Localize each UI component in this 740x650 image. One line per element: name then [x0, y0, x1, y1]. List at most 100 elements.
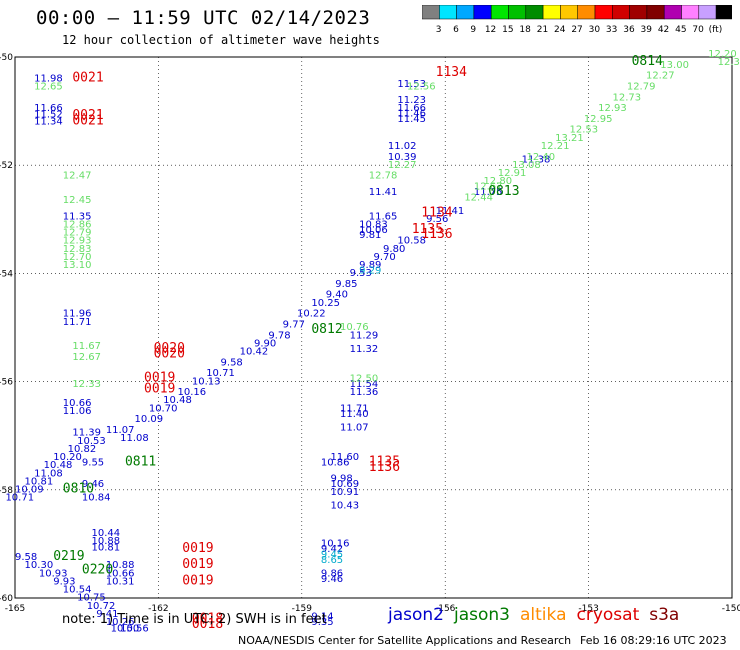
- wave-height-label: 12.50: [350, 374, 379, 385]
- wave-height-label: 10.72: [87, 601, 116, 612]
- wave-height-label: 11.39: [72, 428, 101, 439]
- colorbar-label: 15: [502, 25, 513, 35]
- wave-height-label: 12.83: [63, 244, 92, 255]
- wave-height-label: 10.70: [149, 403, 178, 414]
- wave-height-label: 12.70: [63, 252, 92, 263]
- colorbar-label: 18: [519, 25, 531, 35]
- colorbar-label: 6: [453, 25, 459, 35]
- colorbar-label: 27: [571, 25, 582, 35]
- wave-height-label: 10.76: [340, 322, 369, 333]
- wave-height-label: 9.70: [374, 252, 396, 263]
- wave-height-label: 10.82: [68, 444, 97, 455]
- time-label: 0021: [72, 70, 103, 85]
- wave-height-label: 9.45: [321, 549, 343, 560]
- wave-height-label: 9.89: [359, 260, 381, 271]
- time-label: 0019: [144, 371, 175, 386]
- wave-height-label: 12.27: [646, 71, 675, 82]
- x-tick-label: -156: [435, 604, 456, 614]
- wave-height-label: 9.35: [311, 617, 333, 628]
- wave-height-label: 9.85: [335, 279, 357, 290]
- colorbar-label: 36: [623, 25, 635, 35]
- colorbar-label: 24: [554, 25, 566, 35]
- time-label: 1134: [421, 206, 452, 221]
- credit-line: NOAA/NESDIS Center for Satellite Applica…: [238, 634, 572, 647]
- wave-height-label: 10.69: [330, 479, 359, 490]
- wave-height-label: 10.31: [106, 576, 135, 587]
- wave-height-label: 11.98: [34, 73, 63, 84]
- wave-height-label: 10.26: [106, 617, 135, 628]
- wave-height-label: 12.67: [474, 182, 503, 193]
- time-label: 0814: [632, 54, 663, 69]
- wave-height-label: 11.52: [34, 110, 63, 121]
- wave-height-label: 11.71: [63, 317, 92, 328]
- colorbar-label: 33: [606, 25, 617, 35]
- wave-height-label: 10.43: [330, 501, 359, 512]
- wave-height-label: 10.58: [397, 236, 426, 247]
- wave-height-label: 10.25: [311, 298, 340, 309]
- plot-frame: [14, 56, 733, 599]
- time-label: 0811: [125, 454, 156, 469]
- time-label: 0020: [154, 341, 185, 356]
- legend-item-jason2: jason2: [388, 605, 444, 625]
- wave-height-label: 10.06: [359, 225, 388, 236]
- wave-height-label: 11.06: [63, 406, 92, 417]
- y-tick-label: -50: [0, 53, 13, 63]
- wave-height-label: 9.41: [96, 609, 118, 620]
- wave-height-label: 9.86: [321, 568, 343, 579]
- wave-height-label: 12.86: [63, 219, 92, 230]
- wave-height-label: 9.42: [321, 544, 343, 555]
- legend-item-cryosat: cryosat: [576, 605, 640, 625]
- wave-height-label: 12.30: [718, 57, 740, 68]
- footnote: note: 1) Time is in UTC; 2) SWH is in fe…: [62, 612, 327, 627]
- wave-height-label: 10.30: [25, 560, 54, 571]
- wave-height-label: 11.41: [436, 206, 465, 217]
- wave-height-label: 10.54: [63, 585, 92, 596]
- wave-height-label: 11.96: [63, 309, 92, 320]
- wave-height-label: 12.47: [63, 171, 92, 182]
- wave-height-label: 11.08: [120, 433, 149, 444]
- colorbar-swatch: [715, 5, 732, 20]
- wave-height-label: 12.80: [483, 176, 512, 187]
- wave-height-label: 9.29: [359, 265, 381, 276]
- wave-height-label: 11.40: [340, 409, 369, 420]
- colorbar-label: (ft): [709, 25, 723, 35]
- wave-height-label: 9.53: [350, 268, 372, 279]
- x-tick-label: -153: [578, 604, 598, 614]
- wave-height-label: 10.09: [15, 485, 44, 496]
- wave-height-label: 12.45: [63, 195, 92, 206]
- page-subtitle: 12 hour collection of altimeter wave hei…: [62, 33, 380, 47]
- time-label: 0810: [63, 482, 94, 497]
- colorbar-label: 45: [675, 25, 686, 35]
- wave-height-label: 11.02: [388, 141, 417, 152]
- wave-height-label: 10.71: [206, 368, 235, 379]
- time-label: 1134: [436, 65, 467, 80]
- wave-height-label: 10.48: [44, 460, 73, 471]
- wave-height-label: 9.40: [326, 290, 348, 301]
- wave-height-label: 11.07: [106, 425, 135, 436]
- time-label: 1136: [369, 460, 400, 475]
- x-tick-label: -150: [722, 604, 740, 614]
- wave-height-label: 12.73: [613, 92, 642, 103]
- wave-height-label: 10.66: [63, 398, 92, 409]
- wave-height-label: 11.08: [34, 468, 63, 479]
- wave-height-label: 9.77: [283, 320, 305, 331]
- wave-height-label: 11.60: [330, 452, 359, 463]
- wave-height-label: 11.53: [397, 79, 426, 90]
- wave-height-label: 13.08: [512, 160, 541, 171]
- wave-height-label: 12.91: [498, 168, 527, 179]
- wave-height-label: 11.35: [63, 211, 92, 222]
- x-tick-label: -162: [148, 604, 168, 614]
- wave-height-label: 9.78: [268, 330, 290, 341]
- wave-height-label: 9.81: [359, 230, 381, 241]
- wave-height-label: 11.65: [369, 211, 398, 222]
- wave-height-label: 10.75: [77, 593, 106, 604]
- wave-height-label: 12.79: [627, 81, 656, 92]
- wave-height-label: 11.32: [350, 344, 379, 355]
- wave-height-label: 11.66: [397, 103, 426, 114]
- wave-height-label: 10.91: [330, 487, 359, 498]
- wave-height-label: 12.44: [464, 192, 493, 203]
- wave-height-label: 10.42: [240, 347, 269, 358]
- wave-height-label: 10.50: [111, 624, 140, 635]
- wave-height-label: 9.90: [254, 338, 276, 349]
